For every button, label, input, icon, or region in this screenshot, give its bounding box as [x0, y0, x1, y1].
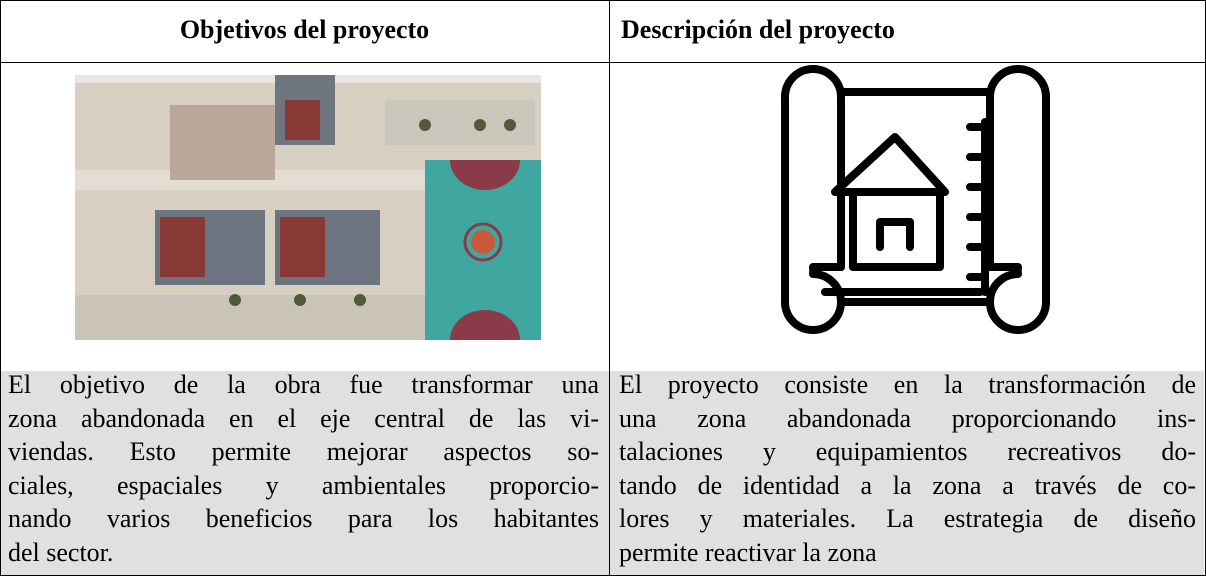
text-line: del sector. — [8, 537, 114, 567]
text-line: talaciones y equipamientos recreativos d… — [619, 437, 1196, 466]
border — [0, 62, 1206, 63]
border — [609, 0, 610, 576]
aerial-photo — [75, 75, 541, 340]
header-cell: Descripción del proyecto — [621, 15, 895, 44]
blueprint-icon — [781, 65, 1050, 334]
text-line: El proyecto consiste en la transformació… — [619, 370, 1196, 399]
text-line: nando varios beneficios para los habitan… — [8, 504, 599, 533]
text-line: ciales, espaciales y ambientales proporc… — [8, 470, 599, 500]
text-line: lores y materiales. La estrategia de dis… — [619, 504, 1196, 533]
text-line: zona abandonada en el eje central de las… — [8, 403, 599, 433]
cell-bg — [610, 371, 1204, 575]
text-line: permite reactivar la zona — [619, 537, 877, 567]
header-cell: Objetivos del proyecto — [179, 15, 430, 44]
text-line: viendas. Esto permite mejorar aspectos s… — [8, 437, 599, 466]
border — [0, 0, 1, 576]
text-line: El objetivo de la obra fue transformar u… — [8, 370, 599, 399]
cell-bg — [1, 371, 609, 575]
text-line: tando de identidad a la zona a través de… — [619, 470, 1196, 500]
border — [0, 0, 1206, 1]
text-line: una zona abandonada proporcionando ins- — [619, 403, 1196, 433]
